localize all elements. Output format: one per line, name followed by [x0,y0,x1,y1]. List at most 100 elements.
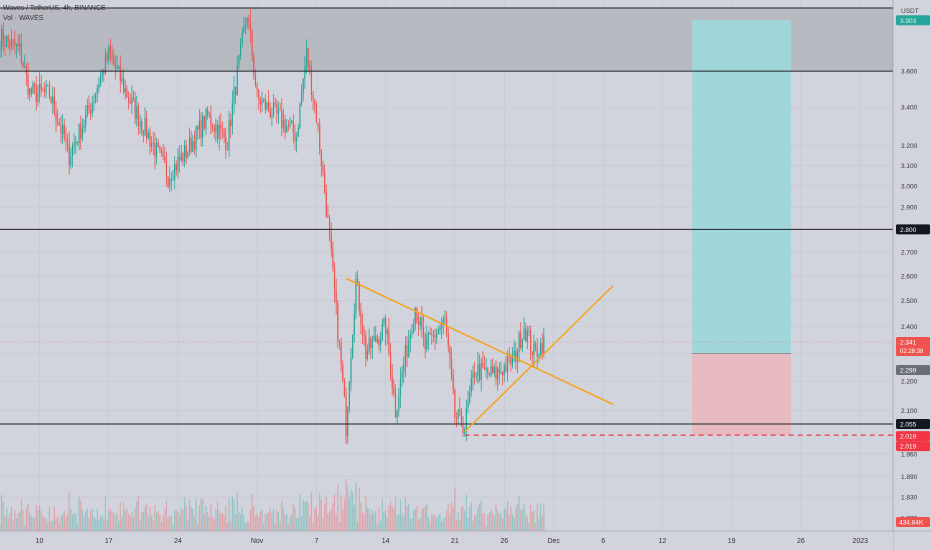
volume-bar [142,511,144,531]
candle-body [505,365,507,372]
volume-bar [294,507,296,531]
candle-body [417,321,420,326]
candle-body [411,333,413,335]
volume-bar [80,500,82,531]
stop-badge-b-bg [896,441,930,452]
candle-body [332,248,334,268]
candle-body [19,43,21,47]
candle-body [304,66,306,79]
candle-body [424,334,426,350]
volume-indicator-label[interactable]: Vol · WAVES [3,15,44,22]
volume-bar [215,509,217,531]
volume-bar [172,524,174,531]
candle-body [205,108,207,129]
volume-bar [500,512,502,531]
volume-bar [157,511,159,531]
candle-body [60,125,62,134]
volume-bar [20,498,23,531]
volume-bar [131,511,133,531]
candle-body [269,110,271,117]
symbol-title[interactable]: Waves / TetherUS, 4h, BINANCE [3,5,106,12]
candle-body [251,31,253,57]
candle-body [78,123,80,144]
volume-bar [342,509,344,531]
volume-bar [12,520,14,531]
candle-body [261,99,263,105]
volume-bar [279,521,281,531]
candle-body [345,396,347,436]
candle-body [175,164,177,171]
candle-body [15,44,18,47]
candle-body [236,65,238,95]
candle-body [343,380,346,397]
volume-bar [129,515,131,531]
candle-body [90,110,92,114]
candle-body [457,409,459,419]
volume-bar [127,513,130,531]
candle-body [25,66,27,74]
time-tick-label: 26 [797,538,805,545]
volume-bar [429,522,431,531]
price-tick-label: 2.600 [901,273,918,280]
volume-bar [322,518,324,531]
volume-bar [139,520,141,531]
volume-bar [108,511,110,531]
candle-body [180,153,182,161]
volume-bar [159,514,161,531]
candle-body [409,334,411,341]
candle-body [416,307,418,322]
candle-body [179,156,181,161]
volume-bar [419,518,421,531]
volume-bar [454,487,456,531]
candle-body [182,153,184,162]
volume-bar [508,514,510,531]
candle-body [99,76,102,86]
volume-bar [376,524,378,531]
candle-body [7,36,9,42]
volume-bar [269,507,271,531]
candle-body [63,124,65,139]
volume-bar [492,512,494,531]
candle-body [136,106,138,119]
candle-body [300,92,303,104]
candle-body [248,18,250,22]
volume-bar [188,499,191,531]
volume-bar [88,518,90,531]
price-tick-label: 3.400 [901,105,918,112]
volume-bar [383,512,385,531]
volume-bar [25,507,27,531]
candle-body [188,137,191,153]
volume-bar [118,520,120,531]
candle-body [129,101,131,104]
volume-bar [330,508,332,531]
volume-bar [160,521,163,531]
candle-body [447,333,449,347]
candle-body [520,333,522,349]
volume-bar [460,506,463,531]
candle-body [333,267,336,291]
volume-bar [380,520,382,531]
candle-body [439,327,441,330]
volume-bar [523,504,525,531]
volume-bar [360,501,362,531]
volume-bar [495,504,497,531]
volume-bar [40,510,42,531]
volume-bar [533,510,535,531]
candle-body [98,85,100,89]
volume-bar [536,503,538,531]
candle-body [462,425,464,434]
candle-body [243,26,245,33]
volume-bar [361,512,364,531]
volume-bar [469,506,471,531]
candle-body [139,121,141,126]
volume-bar [371,509,374,531]
volume-bar [413,509,415,531]
volume-bar [137,495,140,531]
volume-bar [291,514,293,531]
volume-bar [493,515,495,531]
price-tick-label: 1.890 [901,474,918,481]
candle-body [233,86,235,103]
